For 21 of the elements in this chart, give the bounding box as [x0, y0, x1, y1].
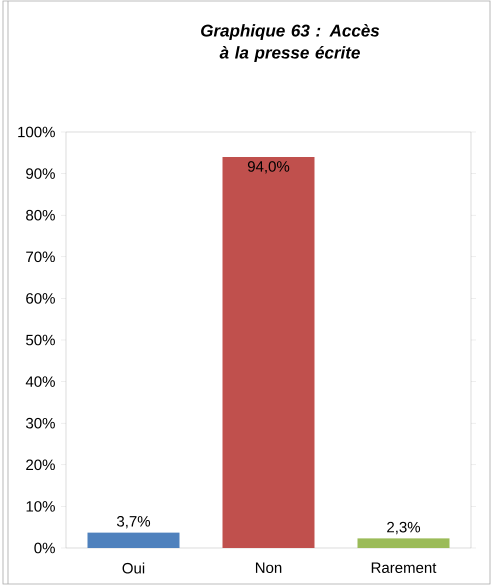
data-label: 3,7% [116, 516, 150, 528]
x-tick-label: Rarement [372, 562, 436, 573]
y-tick-label: 90% [26, 168, 55, 179]
y-tick-label: 0% [34, 542, 55, 554]
x-tick-label: Non [256, 562, 282, 573]
y-tick-label: 70% [26, 251, 55, 262]
chart-title: Graphique 63 : Accès à la presse écrite [201, 24, 380, 62]
bar [222, 156, 314, 548]
x-tick-label: Oui [122, 562, 144, 574]
y-tick-label: 40% [26, 376, 55, 387]
y-tick-label: 50% [26, 334, 55, 346]
data-label: 2,3% [387, 522, 420, 534]
data-label: 94,0% [248, 161, 290, 174]
bar [88, 532, 180, 548]
y-tick-label: 20% [26, 459, 55, 470]
bar [358, 538, 450, 548]
y-tick-label: 80% [26, 210, 55, 220]
y-tick-label: 100% [18, 126, 55, 138]
y-tick-label: 10% [26, 501, 55, 512]
y-tick-label: 30% [26, 418, 55, 428]
y-tick-label: 60% [26, 293, 55, 304]
